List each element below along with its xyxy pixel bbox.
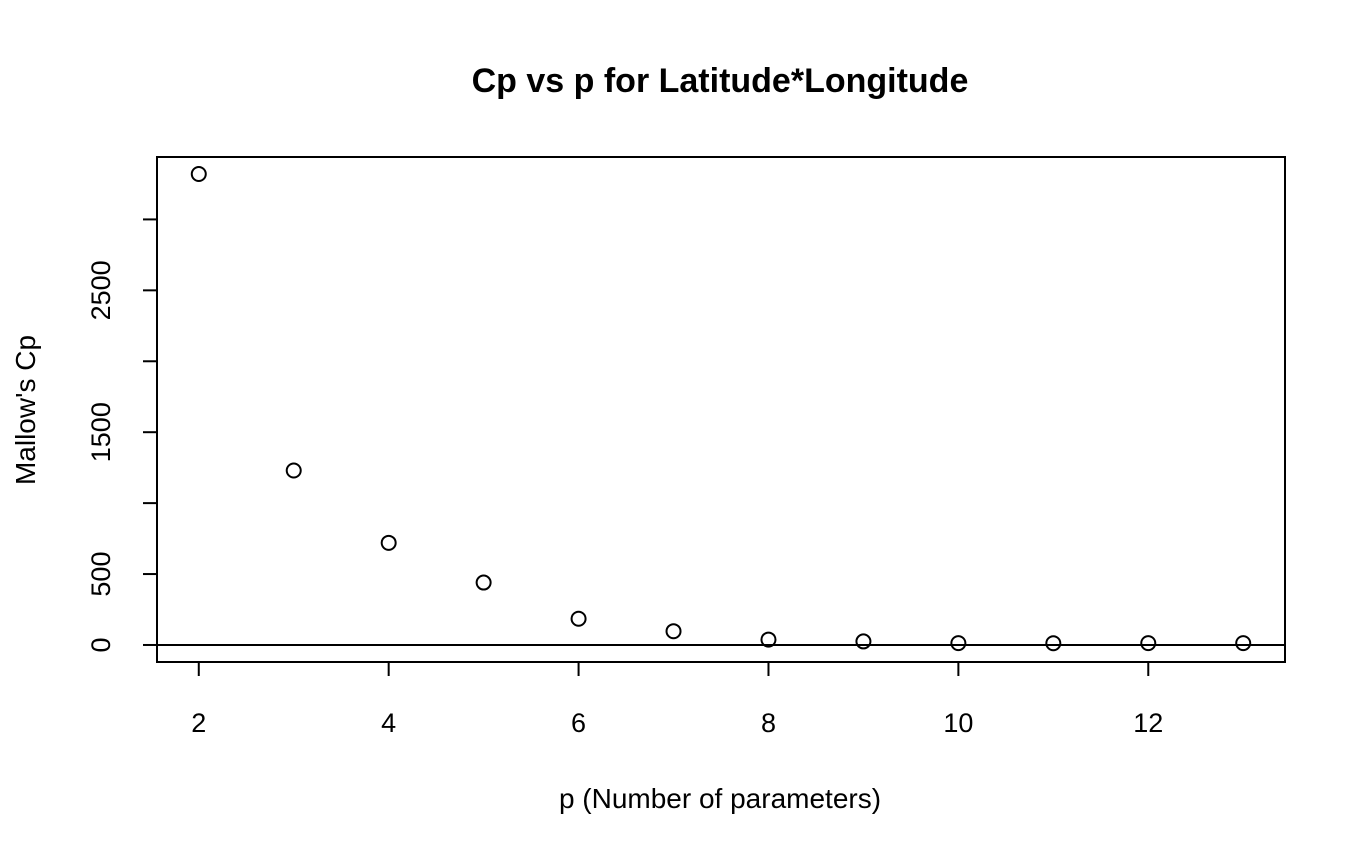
data-point [1140,635,1157,652]
x-axis: 2 4 6 8 10 12 [191,661,1163,738]
y-tick-label: 500 [86,552,116,597]
chart-title: Cp vs p for Latitude*Longitude [472,62,969,100]
data-point [855,633,872,650]
data-point [380,534,397,551]
x-tick-label: 2 [191,708,206,738]
y-tick-label: 1500 [86,402,116,462]
y-tick-label: 2500 [86,260,116,320]
data-point [1045,635,1062,652]
x-tick-label: 6 [571,708,586,738]
x-tick-label: 8 [761,708,776,738]
y-axis: 0 500 1500 2500 [86,218,158,652]
data-point [570,610,587,627]
data-point [285,462,302,479]
data-point [190,166,207,183]
data-point [950,635,967,652]
x-tick-label: 4 [381,708,396,738]
x-tick-label: 12 [1133,708,1163,738]
data-point [475,574,492,591]
y-axis-label: Mallow's Cp [10,335,41,485]
x-axis-label: p (Number of parameters) [559,783,881,814]
data-point [760,631,777,648]
data-point [665,623,682,640]
data-point [1235,635,1252,652]
y-tick-label: 0 [86,637,116,652]
x-tick-label: 10 [943,708,973,738]
data-points [190,166,1252,652]
